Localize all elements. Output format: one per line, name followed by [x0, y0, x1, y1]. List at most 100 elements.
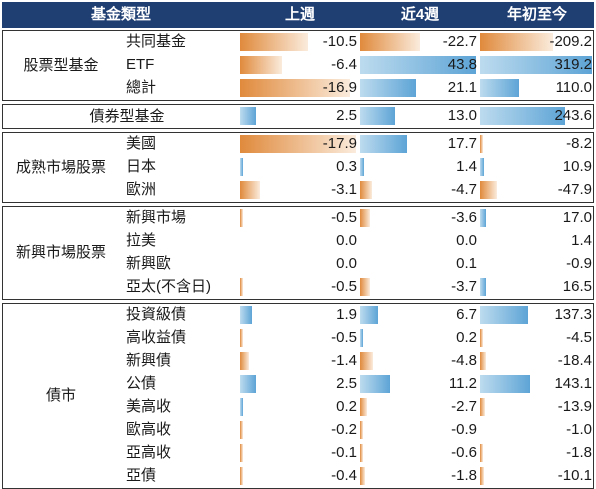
value-cell-ytd: 1.4: [480, 230, 592, 252]
value-cell-m4w: 13.0: [360, 105, 477, 127]
negative-bar: [360, 352, 373, 370]
negative-bar: [360, 33, 420, 51]
value-text: 2.5: [336, 375, 357, 392]
negative-bar: [480, 33, 553, 51]
value-cell-m4w: 0.0: [360, 230, 477, 252]
header-4w: 近4週: [400, 6, 440, 23]
row-label: 亞太(不含日): [126, 278, 211, 295]
table-header: 基金類型 上週 近4週 年初至今: [2, 2, 594, 28]
value-text: -0.5: [331, 329, 357, 346]
value-cell-m4w: 11.2: [360, 373, 477, 395]
positive-bar: [480, 278, 486, 296]
positive-bar: [240, 375, 256, 393]
value-cell-m4w: 17.7: [360, 133, 477, 155]
value-cell-ytd: 137.3: [480, 304, 592, 326]
negative-bar: [240, 56, 282, 74]
positive-bar: [240, 398, 243, 416]
value-cell-ytd: -0.9: [480, 253, 592, 275]
row-label: 共同基金: [126, 33, 187, 50]
negative-bar: [360, 444, 363, 462]
positive-bar: [360, 79, 416, 97]
value-cell-ytd: -10.1: [480, 465, 592, 487]
group-label: 債券型基金: [89, 108, 165, 125]
value-cell-week: 2.5: [240, 373, 357, 395]
value-cell-ytd: -1.0: [480, 419, 592, 441]
value-text: 17.7: [447, 135, 477, 152]
positive-bar: [480, 209, 486, 227]
negative-bar: [360, 181, 372, 199]
value-text: 0.3: [336, 158, 357, 175]
value-cell-m4w: 0.2: [360, 327, 477, 349]
value-text: -0.2: [331, 421, 357, 438]
negative-bar: [240, 421, 243, 439]
value-text: 13.0: [447, 107, 477, 124]
row-label: 投資級債: [126, 306, 187, 323]
value-cell-m4w: -2.7: [360, 396, 477, 418]
value-text: 1.4: [571, 232, 592, 249]
value-cell-week: 2.5: [240, 105, 357, 127]
negative-bar: [240, 33, 308, 51]
positive-bar: [480, 107, 565, 125]
value-text: 137.3: [554, 306, 592, 323]
value-text: -10.5: [322, 33, 357, 50]
value-cell-m4w: -3.6: [360, 207, 477, 229]
positive-bar: [480, 306, 528, 324]
positive-bar: [360, 135, 407, 153]
value-cell-m4w: 21.1: [360, 77, 477, 99]
negative-bar: [240, 181, 260, 199]
group-box: [2, 104, 594, 129]
value-text: 1.4: [456, 158, 477, 175]
value-text: 16.5: [562, 278, 592, 295]
value-cell-m4w: -0.6: [360, 442, 477, 464]
value-text: 143.1: [554, 375, 592, 392]
value-text: -0.6: [451, 444, 477, 461]
positive-bar: [240, 306, 252, 324]
value-cell-m4w: -0.9: [360, 419, 477, 441]
value-text: -10.1: [557, 467, 592, 484]
value-text: -0.5: [331, 209, 357, 226]
value-cell-ytd: -1.8: [480, 442, 592, 464]
positive-bar: [360, 107, 395, 125]
negative-bar: [240, 135, 356, 153]
value-cell-ytd: 110.0: [480, 77, 592, 99]
value-cell-week: -0.5: [240, 276, 357, 298]
value-cell-week: -0.4: [240, 465, 357, 487]
row-label: 總計: [126, 79, 157, 96]
value-cell-ytd: -13.9: [480, 396, 592, 418]
row-label: 亞高收: [126, 444, 172, 461]
value-cell-week: -16.9: [240, 77, 357, 99]
value-text: -16.9: [322, 79, 357, 96]
value-text: -17.9: [322, 135, 357, 152]
positive-bar: [360, 329, 363, 347]
negative-bar: [480, 181, 497, 199]
value-cell-week: -3.1: [240, 179, 357, 201]
value-cell-m4w: -3.7: [360, 276, 477, 298]
header-category: 基金類型: [90, 6, 151, 23]
value-text: 17.0: [562, 209, 592, 226]
positive-bar: [240, 158, 243, 176]
value-cell-m4w: -22.7: [360, 31, 477, 53]
positive-bar: [360, 56, 476, 74]
row-label: 公債: [126, 375, 157, 392]
negative-bar: [480, 352, 486, 370]
value-cell-ytd: -209.2: [480, 31, 592, 53]
value-text: -1.8: [451, 467, 477, 484]
group-label: 債市: [45, 387, 76, 404]
value-cell-ytd: 243.6: [480, 105, 592, 127]
negative-bar: [240, 444, 243, 462]
value-cell-ytd: -18.4: [480, 350, 592, 372]
value-text: 11.2: [448, 375, 477, 392]
value-text: 0.2: [336, 398, 357, 415]
value-cell-m4w: 6.7: [360, 304, 477, 326]
value-cell-week: 0.0: [240, 253, 357, 275]
value-cell-ytd: -8.2: [480, 133, 592, 155]
row-label: 美高收: [126, 398, 172, 415]
value-cell-ytd: -4.5: [480, 327, 592, 349]
negative-bar: [480, 329, 483, 347]
value-cell-ytd: 17.0: [480, 207, 592, 229]
value-cell-ytd: 16.5: [480, 276, 592, 298]
group-box: [2, 206, 594, 300]
positive-bar: [360, 306, 378, 324]
row-label: 新興歐: [126, 255, 172, 272]
